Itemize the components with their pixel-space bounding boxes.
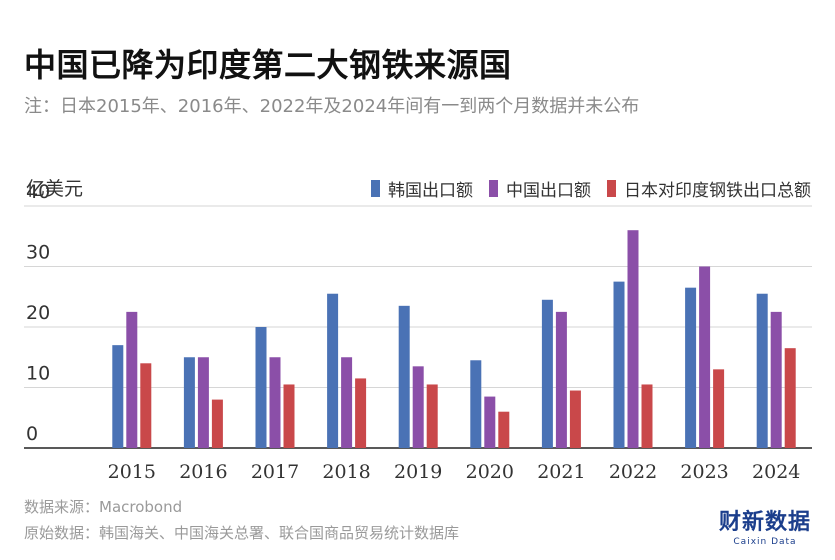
x-tick-label: 2018 bbox=[322, 461, 370, 483]
bar-韩国出口额-2020 bbox=[470, 360, 482, 448]
legend-swatch-china bbox=[489, 180, 498, 197]
bar-中国出口额-2024 bbox=[770, 311, 782, 448]
y-tick-label: 0 bbox=[26, 423, 38, 445]
x-tick-label: 2022 bbox=[609, 461, 657, 483]
x-tick-label: 2016 bbox=[179, 461, 227, 483]
legend-item-japan: 日本对印度钢铁出口总额 bbox=[607, 176, 811, 201]
bar-日本对印度钢铁出口总额-2015 bbox=[140, 363, 152, 448]
bar-日本对印度钢铁出口总额-2022 bbox=[641, 384, 653, 448]
legend-label-japan: 日本对印度钢铁出口总额 bbox=[624, 181, 811, 201]
bar-日本对印度钢铁出口总额-2023 bbox=[713, 369, 725, 448]
x-tick-label: 2020 bbox=[466, 461, 514, 483]
legend-item-china: 中国出口额 bbox=[489, 176, 591, 201]
legend-label-korea: 韩国出口额 bbox=[388, 181, 473, 201]
y-tick-label: 20 bbox=[26, 302, 50, 324]
bar-日本对印度钢铁出口总额-2016 bbox=[211, 399, 223, 448]
bar-中国出口额-2022 bbox=[627, 230, 639, 448]
bar-韩国出口额-2016 bbox=[183, 357, 195, 448]
bar-中国出口额-2017 bbox=[269, 357, 281, 448]
bar-日本对印度钢铁出口总额-2021 bbox=[569, 390, 581, 448]
bar-中国出口额-2020 bbox=[484, 396, 496, 448]
legend-swatch-japan bbox=[607, 180, 616, 197]
bar-韩国出口额-2017 bbox=[255, 327, 267, 448]
bar-中国出口额-2015 bbox=[126, 311, 138, 448]
bar-韩国出口额-2024 bbox=[756, 293, 768, 448]
bar-韩国出口额-2018 bbox=[327, 293, 339, 448]
x-tick-label: 2021 bbox=[537, 461, 585, 483]
x-tick-label: 2019 bbox=[394, 461, 442, 483]
bar-日本对印度钢铁出口总额-2024 bbox=[784, 348, 796, 448]
y-tick-label: 40 bbox=[26, 181, 50, 203]
bar-中国出口额-2019 bbox=[412, 366, 424, 448]
raw-data-source: 原始数据：韩国海关、中国海关总署、联合国商品贸易统计数据库 bbox=[24, 524, 460, 542]
chart-title: 中国已降为印度第二大钢铁来源国 bbox=[24, 46, 512, 84]
legend: 韩国出口额 中国出口额 日本对印度钢铁出口总额 bbox=[371, 176, 811, 201]
logo-text: 财新数据 bbox=[718, 510, 811, 535]
legend-swatch-korea bbox=[371, 180, 380, 197]
x-tick-label: 2017 bbox=[251, 461, 299, 483]
bar-日本对印度钢铁出口总额-2020 bbox=[498, 411, 510, 448]
caixin-data-logo: 财新数据 Caixin Data bbox=[718, 510, 811, 548]
y-tick-label: 30 bbox=[26, 242, 50, 264]
bar-日本对印度钢铁出口总额-2019 bbox=[426, 384, 438, 448]
bar-韩国出口额-2015 bbox=[112, 345, 124, 448]
chart-subtitle: 注：日本2015年、2016年、2022年及2024年间有一到两个月数据并未公布 bbox=[24, 96, 640, 117]
bar-中国出口额-2016 bbox=[197, 357, 209, 448]
x-tick-label: 2023 bbox=[680, 461, 728, 483]
logo-subtext: Caixin Data bbox=[733, 537, 797, 547]
y-axis-label: 亿美元 bbox=[26, 178, 84, 200]
bar-日本对印度钢铁出口总额-2018 bbox=[355, 378, 367, 448]
legend-label-china: 中国出口额 bbox=[506, 181, 591, 201]
bar-中国出口额-2021 bbox=[555, 311, 567, 448]
bar-中国出口额-2023 bbox=[699, 266, 711, 448]
legend-item-korea: 韩国出口额 bbox=[371, 176, 473, 201]
bar-韩国出口额-2023 bbox=[685, 287, 697, 448]
x-tick-label: 2015 bbox=[108, 461, 156, 483]
data-source: 数据来源：Macrobond bbox=[24, 498, 183, 516]
y-tick-label: 10 bbox=[26, 363, 50, 385]
bar-韩国出口额-2022 bbox=[613, 281, 625, 448]
bar-中国出口额-2018 bbox=[341, 357, 353, 448]
bar-韩国出口额-2019 bbox=[398, 305, 410, 448]
x-tick-label: 2024 bbox=[752, 461, 800, 483]
bar-日本对印度钢铁出口总额-2017 bbox=[283, 384, 295, 448]
bar-韩国出口额-2021 bbox=[541, 299, 553, 448]
